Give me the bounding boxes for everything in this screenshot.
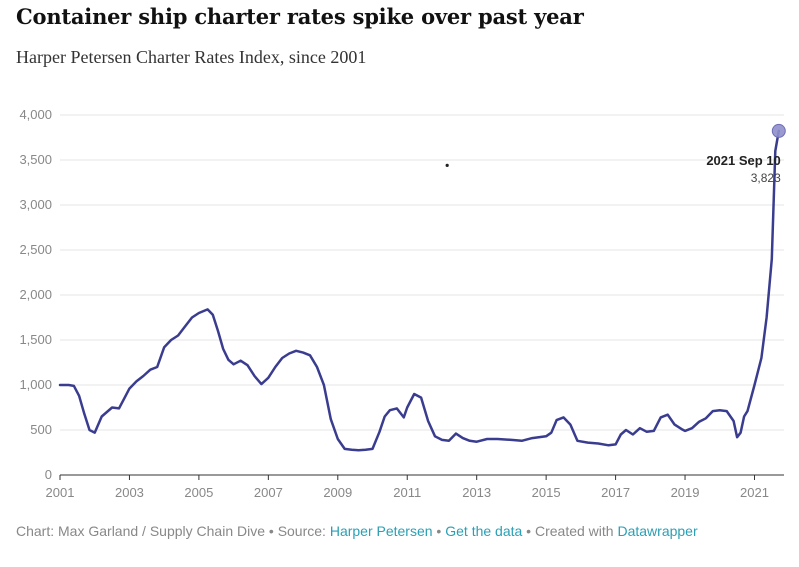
x-tick-label: 2015 bbox=[532, 485, 561, 500]
chart-credit: Chart: Max Garland / Supply Chain Dive bbox=[16, 523, 265, 539]
x-tick-label: 2003 bbox=[115, 485, 144, 500]
source-prefix: Source: bbox=[277, 523, 330, 539]
datawrapper-link[interactable]: Datawrapper bbox=[617, 523, 698, 539]
y-tick-label: 1,000 bbox=[19, 377, 52, 392]
x-tick-label: 2021 bbox=[740, 485, 769, 500]
footer-separator: • bbox=[265, 523, 278, 539]
x-tick-label: 2001 bbox=[46, 485, 75, 500]
y-tick-label: 1,500 bbox=[19, 332, 52, 347]
y-tick-label: 0 bbox=[45, 467, 52, 482]
y-tick-label: 2,000 bbox=[19, 287, 52, 302]
y-tick-label: 3,500 bbox=[19, 152, 52, 167]
chart-footer: Chart: Max Garland / Supply Chain Dive •… bbox=[16, 523, 698, 539]
y-tick-label: 4,000 bbox=[19, 107, 52, 122]
footer-separator: • bbox=[522, 523, 535, 539]
series-line bbox=[58, 129, 781, 452]
y-tick-label: 2,500 bbox=[19, 242, 52, 257]
stray-data-dot bbox=[445, 163, 449, 167]
chart-subtitle: Harper Petersen Charter Rates Index, sin… bbox=[16, 47, 367, 67]
created-prefix: Created with bbox=[534, 523, 618, 539]
x-tick-label: 2009 bbox=[323, 485, 352, 500]
get-data-link[interactable]: Get the data bbox=[445, 523, 523, 539]
annotation-value: 3,823 bbox=[751, 171, 781, 185]
x-tick-label: 2007 bbox=[254, 485, 283, 500]
x-tick-label: 2011 bbox=[393, 485, 421, 500]
x-tick-label: 2013 bbox=[462, 485, 491, 500]
latest-point-marker bbox=[771, 123, 786, 138]
x-tick-label: 2005 bbox=[184, 485, 213, 500]
footer-separator: • bbox=[432, 523, 446, 539]
y-tick-label: 3,000 bbox=[19, 197, 52, 212]
x-tick-label: 2017 bbox=[601, 485, 630, 500]
source-link[interactable]: Harper Petersen bbox=[329, 523, 433, 539]
y-tick-label: 500 bbox=[30, 422, 52, 437]
x-tick-label: 2019 bbox=[671, 485, 700, 500]
chart-title: Container ship charter rates spike over … bbox=[16, 4, 584, 29]
annotation-date: 2021 Sep 10 bbox=[706, 153, 780, 168]
